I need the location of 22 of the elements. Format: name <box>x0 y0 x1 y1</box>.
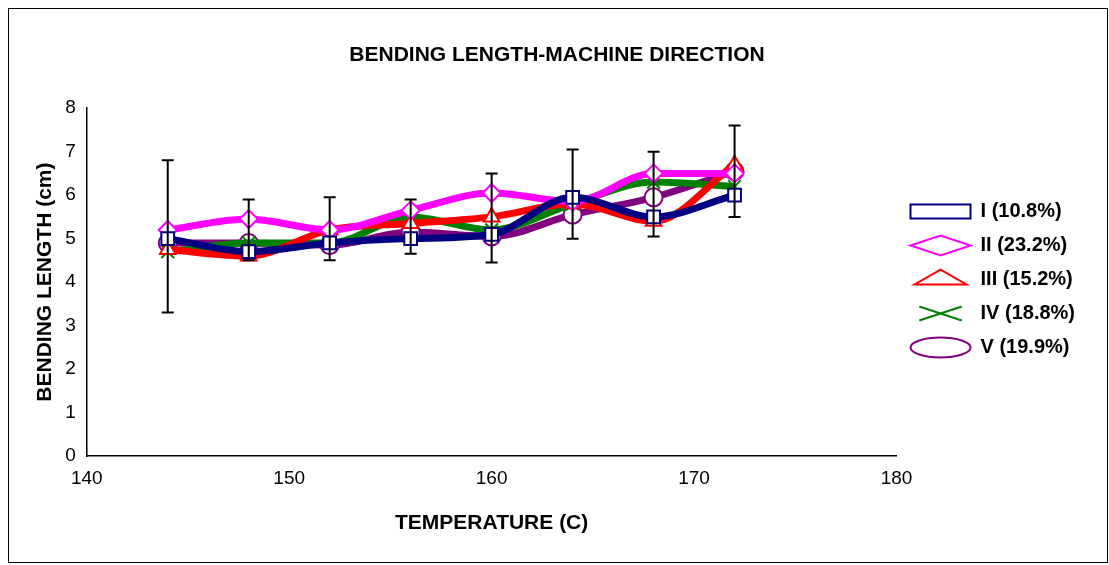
x-tick-label: 170 <box>678 466 710 488</box>
chart-title: BENDING LENGTH-MACHINE DIRECTION <box>349 42 765 66</box>
y-tick-label: 0 <box>65 444 76 466</box>
legend-label: V (19.9%) <box>980 335 1070 358</box>
legend-label: III (15.2%) <box>980 267 1073 290</box>
x-tick-label: 160 <box>475 466 508 488</box>
legend-label: I (10.8%) <box>980 199 1062 222</box>
y-axis-title: BENDING LENGTH (cm) <box>32 162 56 402</box>
x-axis-title: TEMPERATURE (C) <box>395 510 589 534</box>
legend-label: II (23.2%) <box>980 233 1068 256</box>
y-tick-label: 8 <box>65 96 76 118</box>
y-tick-label: 2 <box>65 357 76 379</box>
y-tick-label: 6 <box>65 183 76 205</box>
x-tick-label: 140 <box>70 466 103 488</box>
y-tick-label: 1 <box>65 400 76 422</box>
y-tick-label: 3 <box>65 313 76 335</box>
x-tick-label: 180 <box>880 466 913 488</box>
y-tick-label: 5 <box>65 226 76 248</box>
legend-label: IV (18.8%) <box>980 301 1075 324</box>
x-tick-label: 150 <box>273 466 306 488</box>
y-tick-label: 4 <box>65 270 77 292</box>
y-tick-label: 7 <box>65 139 76 161</box>
